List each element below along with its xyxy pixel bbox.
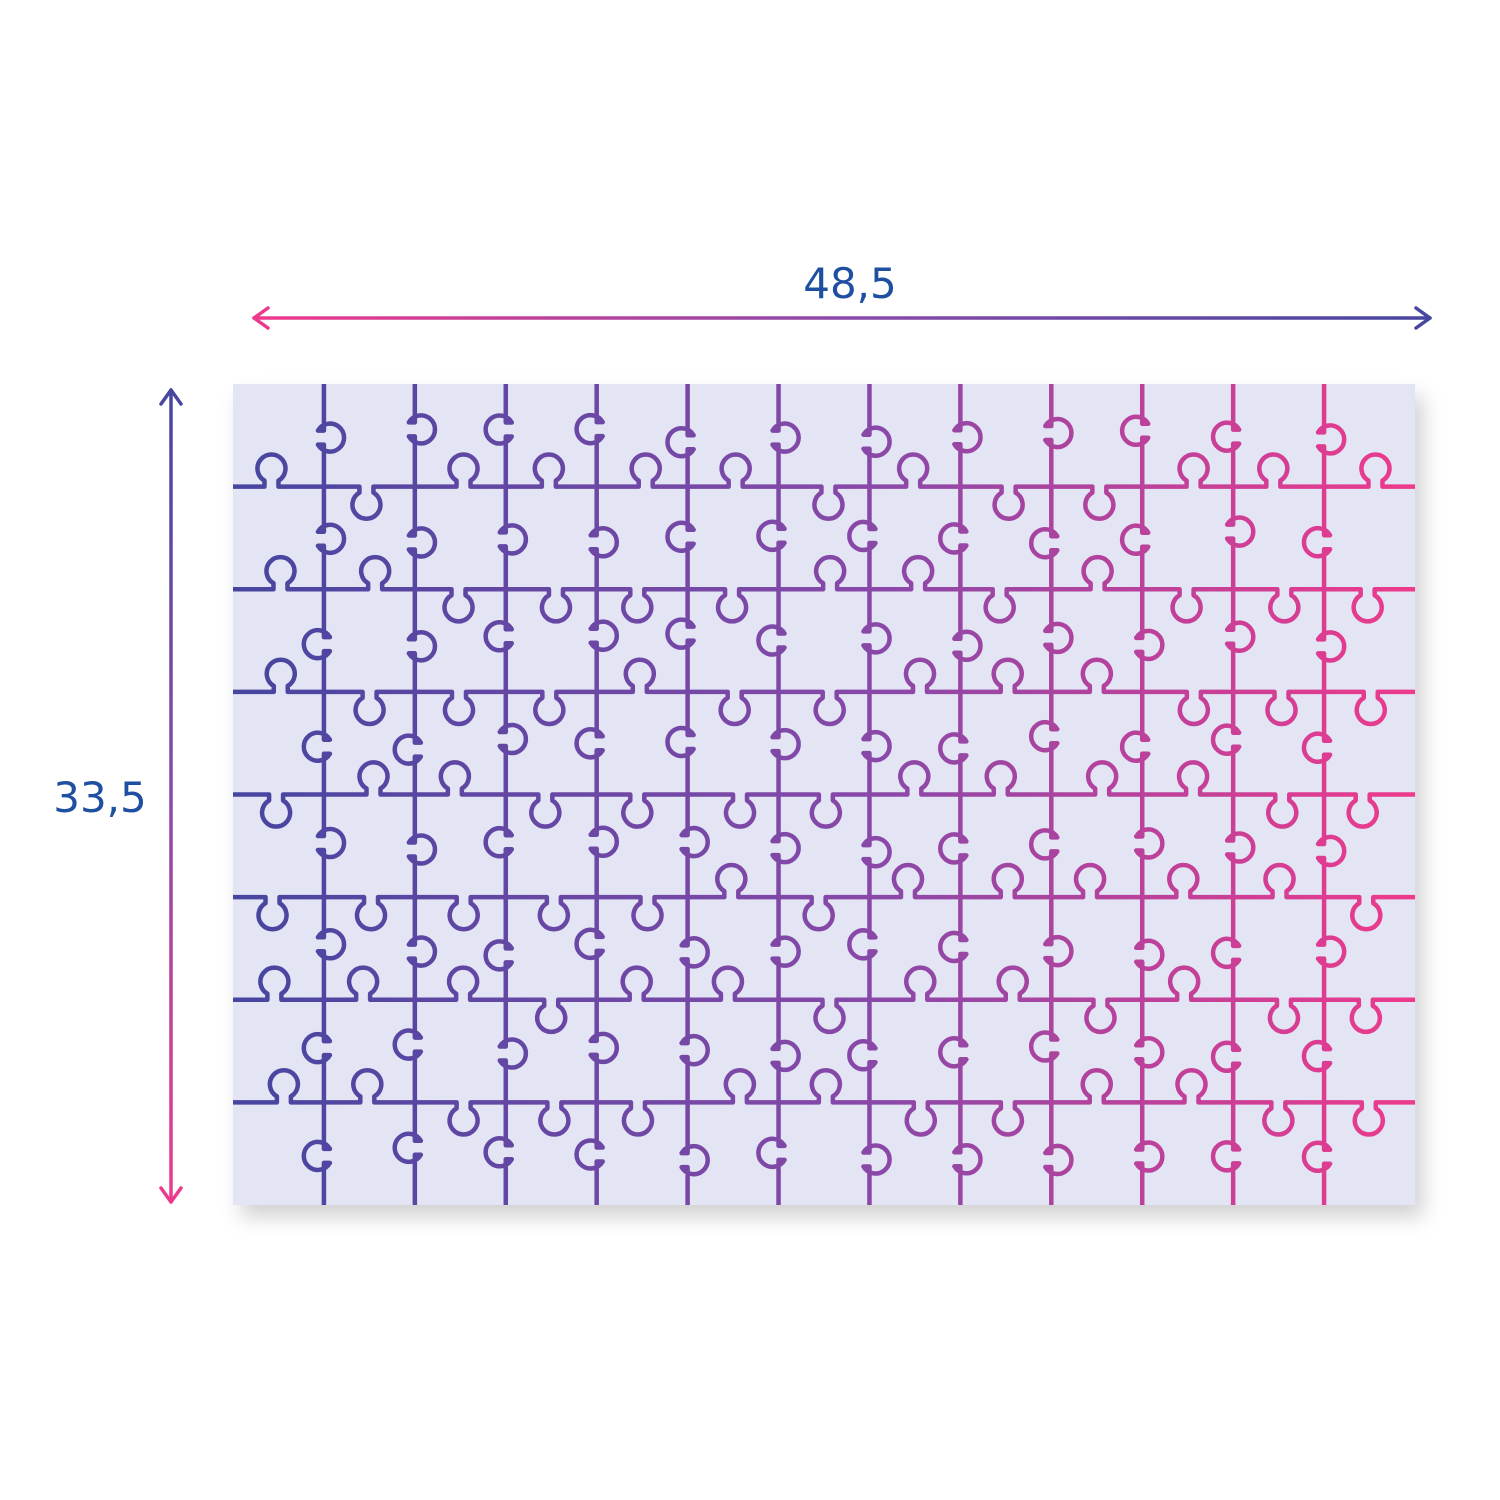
- horizontal-cut-line: [233, 452, 1415, 521]
- width-label: 48,5: [803, 259, 897, 308]
- vertical-cut-line: [1119, 384, 1165, 1205]
- horizontal-cut-line: [233, 554, 1415, 624]
- vertical-cut-line: [301, 384, 347, 1205]
- horizontal-cut-line: [233, 965, 1415, 1035]
- vertical-cut-line: [847, 384, 892, 1205]
- puzzle-cut-lines: [233, 384, 1415, 1205]
- width-arrow: [252, 306, 1432, 330]
- vertical-cut-line: [1301, 384, 1347, 1205]
- horizontal-cut-line: [233, 760, 1415, 829]
- vertical-cut-line: [938, 384, 983, 1205]
- vertical-cut-line: [1028, 384, 1074, 1205]
- horizontal-cut-line: [233, 1068, 1415, 1137]
- vertical-cut-line: [756, 384, 801, 1205]
- vertical-cut-line: [574, 384, 620, 1205]
- vertical-cut-line: [483, 384, 529, 1205]
- vertical-cut-line: [392, 384, 438, 1205]
- vertical-cut-line: [665, 384, 710, 1205]
- horizontal-cut-line: [233, 862, 1415, 932]
- vertical-cut-line: [1210, 384, 1256, 1205]
- height-label: 33,5: [53, 773, 147, 822]
- height-arrow: [159, 388, 183, 1204]
- horizontal-cut-line: [233, 657, 1415, 727]
